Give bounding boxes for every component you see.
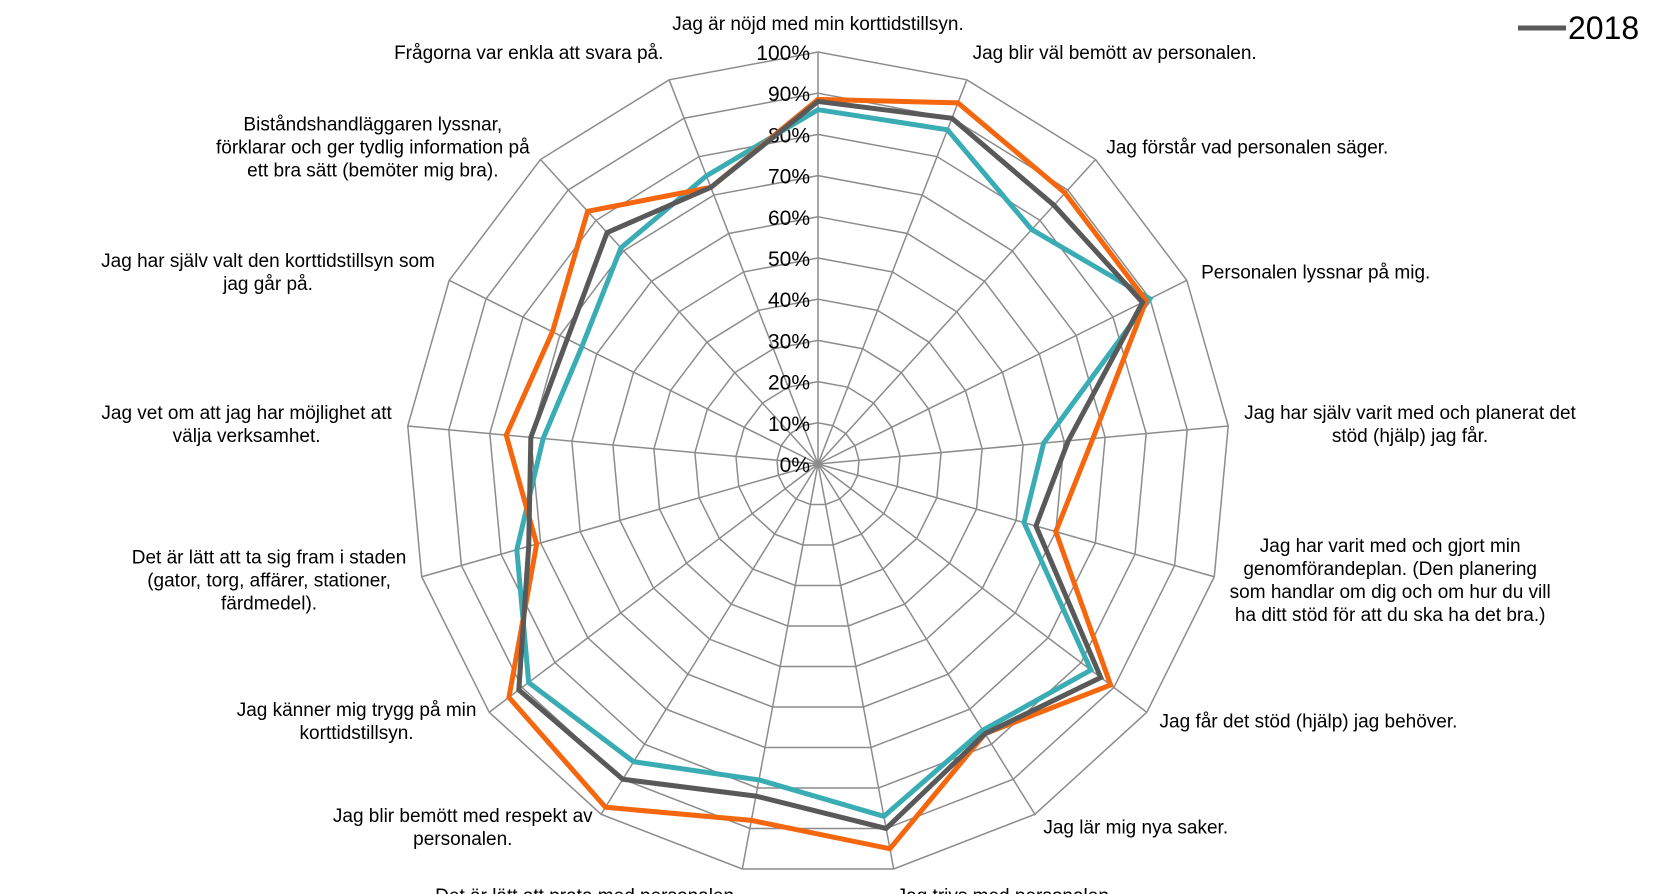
category-label: Jag förstår vad personalen säger. bbox=[1106, 137, 1389, 159]
spoke bbox=[817, 425, 1229, 465]
spoke bbox=[817, 463, 1036, 815]
legend-label: 2018 bbox=[1568, 10, 1639, 46]
grid-ring bbox=[530, 174, 1106, 749]
grid-ring bbox=[406, 51, 1230, 870]
category-label: Jag känner mig trygg på min korttidstill… bbox=[236, 699, 477, 744]
category-label: Jag har varit med och gjort min genomför… bbox=[1229, 536, 1551, 627]
grid-ring bbox=[571, 216, 1065, 708]
category-label: Biståndshandläggaren lyssnar, förklarar … bbox=[216, 114, 530, 182]
spoke bbox=[817, 463, 1215, 578]
r-tick-label: 60% bbox=[768, 207, 810, 230]
category-label: Det är lätt att prata med personalen. bbox=[435, 885, 739, 894]
category-label: Jag vet om att jag har möjlighet att väl… bbox=[101, 402, 392, 447]
spoke bbox=[817, 463, 895, 870]
r-tick-label: 90% bbox=[768, 83, 810, 106]
r-tick-label: 30% bbox=[768, 330, 810, 353]
grid-ring bbox=[612, 257, 1024, 668]
grid-ring bbox=[776, 422, 860, 506]
grid-ring bbox=[489, 133, 1147, 789]
spoke bbox=[488, 463, 819, 713]
r-tick-label: 50% bbox=[768, 248, 810, 271]
category-label: Jag är nöjd med min korttidstillsyn. bbox=[672, 14, 964, 35]
grid-ring bbox=[653, 298, 983, 627]
spoke bbox=[817, 79, 968, 465]
category-label: Personalen lyssnar på mig. bbox=[1201, 262, 1431, 284]
r-tick-label: 0% bbox=[780, 454, 810, 477]
spoke bbox=[448, 279, 819, 465]
category-label: Jag har själv varit med och planerat det… bbox=[1244, 402, 1576, 447]
grid-ring bbox=[694, 339, 942, 587]
series-line bbox=[503, 96, 1150, 852]
spoke bbox=[817, 279, 1188, 465]
category-label: Jag lär mig nya saker. bbox=[1043, 817, 1229, 839]
spoke bbox=[407, 425, 819, 465]
r-tick-label: 20% bbox=[768, 372, 810, 395]
r-tick-label: 10% bbox=[768, 413, 810, 436]
series-line bbox=[516, 98, 1146, 832]
r-tick-label: 100% bbox=[756, 42, 810, 65]
category-label: Jag blir väl bemött av personalen. bbox=[972, 42, 1257, 64]
r-tick-label: 40% bbox=[768, 289, 810, 312]
spoke bbox=[817, 159, 1097, 465]
category-label: Frågorna var enkla att svara på. bbox=[394, 42, 664, 64]
r-tick-label: 70% bbox=[768, 166, 810, 189]
grid-ring bbox=[448, 92, 1188, 830]
spoke bbox=[741, 463, 819, 870]
category-label: Jag trivs med personalen. bbox=[897, 885, 1115, 894]
category-label: Jag får det stöd (hjälp) jag behöver. bbox=[1159, 711, 1458, 733]
category-label: Jag har själv valt den korttidstillsyn s… bbox=[101, 251, 435, 296]
grid-ring bbox=[735, 380, 901, 546]
spoke bbox=[600, 463, 819, 815]
spoke bbox=[668, 79, 819, 465]
category-label: Det är lätt att ta sig fram i staden (ga… bbox=[131, 547, 407, 615]
spoke bbox=[421, 463, 819, 578]
category-label: Jag blir bemött med respekt av personale… bbox=[332, 805, 593, 850]
